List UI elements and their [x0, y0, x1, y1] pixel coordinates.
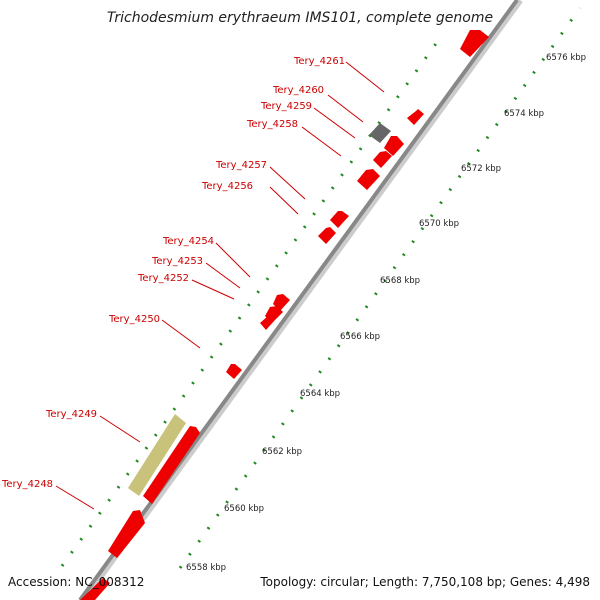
scale-tick-label: 6560 kbp — [224, 504, 264, 514]
gene-feature-tery-4260[interactable] — [407, 109, 424, 125]
genome-backbone-shadow — [80, 0, 523, 600]
leader-line — [161, 319, 201, 349]
leader-line — [269, 186, 299, 215]
genome-summary-text: Topology: circular; Length: 7,750,108 bp… — [259, 575, 590, 589]
outer-guide-dots — [60, 37, 442, 567]
gene-label[interactable]: Tery_4258 — [246, 119, 298, 130]
gene-feature-tery-4257[interactable] — [357, 169, 380, 190]
scale-tick-label: 6558 kbp — [186, 563, 226, 573]
gene-feature-tery-4250[interactable] — [226, 364, 242, 379]
leader-line — [327, 94, 364, 123]
scale-tick-label: 6564 kbp — [300, 389, 340, 399]
gene-features — [80, 30, 489, 600]
gene-label[interactable]: Tery_4249 — [45, 409, 97, 420]
gene-feature-tery-4248[interactable] — [108, 510, 145, 558]
leader-line — [55, 485, 95, 510]
gene-feature-tery-4249-main[interactable] — [143, 426, 200, 504]
gene-feature-tery-4252[interactable] — [260, 316, 274, 330]
leader-line — [269, 166, 306, 200]
gene-label[interactable]: Tery_4261 — [293, 56, 345, 67]
gene-label[interactable]: Tery_4259 — [260, 101, 312, 112]
map-title: Trichodesmium erythraeum IMS101, complet… — [107, 10, 493, 26]
accession-text: Accession: NC_008312 — [8, 575, 144, 589]
leader-line — [215, 242, 251, 278]
leader-line — [191, 279, 235, 300]
gene-label[interactable]: Tery_4250 — [108, 314, 160, 325]
gene-feature-tery-4256b[interactable] — [318, 227, 336, 244]
scale-tick-label: 6568 kbp — [380, 276, 420, 286]
leader-line — [345, 61, 385, 93]
gene-feature-tery-4261[interactable] — [460, 30, 489, 57]
gene-feature-bottom[interactable] — [80, 578, 110, 600]
gene-feature-tery-4258b[interactable] — [373, 151, 392, 168]
scale-tick-label: 6562 kbp — [262, 447, 302, 457]
scale-tick-label: 6570 kbp — [419, 219, 459, 229]
gene-labels: Tery_4261 Tery_4260 Tery_4259 Tery_4258 … — [1, 56, 345, 490]
gene-feature-tery-4259[interactable] — [369, 123, 391, 143]
leader-line — [313, 107, 356, 139]
leader-line — [99, 415, 141, 443]
gene-label[interactable]: Tery_4256 — [201, 181, 253, 192]
gene-label[interactable]: Tery_4253 — [151, 256, 203, 267]
gene-feature-tery-4256[interactable] — [330, 211, 349, 228]
leader-line — [205, 262, 241, 289]
scale-ticks: 6558 kbp 6560 kbp 6562 kbp 6564 kbp 6566… — [186, 53, 586, 573]
gene-label[interactable]: Tery_4257 — [215, 160, 267, 171]
label-leaders — [55, 61, 385, 510]
gene-feature-tery-4258[interactable] — [384, 136, 404, 156]
gene-label[interactable]: Tery_4252 — [137, 273, 189, 284]
gene-feature-tery-4249[interactable] — [128, 414, 186, 496]
leader-line — [301, 126, 342, 157]
scale-tick-label: 6572 kbp — [461, 164, 501, 174]
gene-label[interactable]: Tery_4248 — [1, 479, 53, 490]
gene-label[interactable]: Tery_4260 — [272, 85, 324, 96]
gene-label[interactable]: Tery_4254 — [162, 236, 214, 247]
scale-tick-label: 6574 kbp — [504, 109, 544, 119]
scale-tick-label: 6576 kbp — [546, 53, 586, 63]
scale-tick-label: 6566 kbp — [340, 332, 380, 342]
